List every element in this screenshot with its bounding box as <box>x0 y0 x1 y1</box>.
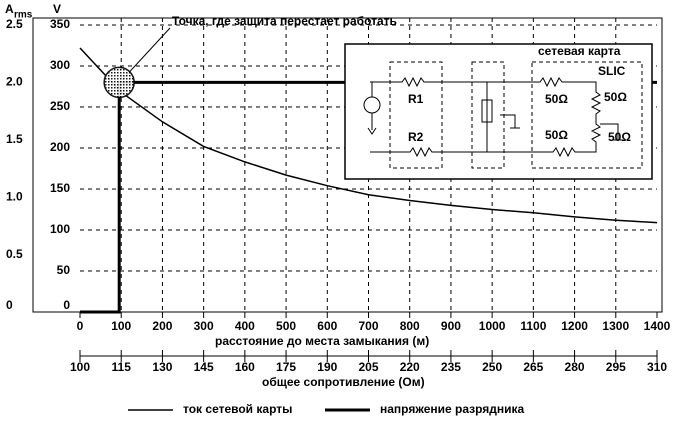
legend-label: напряжение разрядника <box>380 402 525 416</box>
x-tick-label: 600 <box>317 319 337 333</box>
inset-box <box>531 61 643 169</box>
x-tick-label: 1300 <box>602 319 629 333</box>
x2-tick-label: 280 <box>565 360 585 374</box>
y-tick-label: 0 <box>63 298 70 312</box>
inset-resistor-label: 50Ω <box>608 130 631 144</box>
x2-tick-label: 310 <box>647 360 667 374</box>
x-tick-label: 800 <box>400 319 420 333</box>
x-tick-label: 500 <box>276 319 296 333</box>
x2-tick-label: 145 <box>194 360 214 374</box>
x-tick-label: 1000 <box>479 319 506 333</box>
y-tick-label: 50 <box>57 263 71 277</box>
inset-resistor-label: 50Ω <box>545 128 568 142</box>
inset-r2: R2 <box>408 130 424 144</box>
y-tick-label: 250 <box>50 99 70 113</box>
series-line <box>79 47 658 224</box>
x-tick-label: 300 <box>194 319 214 333</box>
x-tick-label: 200 <box>152 319 172 333</box>
x2-tick-label: 295 <box>606 360 626 374</box>
x2-tick-label: 115 <box>112 360 132 374</box>
y2-axis-label-sub: rms <box>14 10 33 21</box>
annotation: Точка, где защита перестает работать <box>172 14 397 28</box>
x2-tick-label: 160 <box>235 360 255 374</box>
x-axis-label: расстояние до места замыкания (м) <box>215 334 429 348</box>
inset-r1: R1 <box>408 92 424 106</box>
x-tick-label: 700 <box>358 319 378 333</box>
x-tick-label: 400 <box>235 319 255 333</box>
y2-tick-label: 0 <box>6 298 13 312</box>
y-tick-label: 300 <box>50 58 70 72</box>
inset-title: сетевая карта <box>538 44 621 58</box>
legend-label: ток сетевой карты <box>183 402 292 416</box>
y2-tick-label: 1.5 <box>6 132 23 146</box>
x-tick-label: 1200 <box>561 319 588 333</box>
y-axis-label: V <box>53 2 61 16</box>
x2-tick-label: 265 <box>523 360 543 374</box>
inset-diagram: сетевая карта SLIC R1 R2 50Ω 50Ω 50Ω 50Ω <box>344 43 653 180</box>
inset-wire <box>370 76 602 158</box>
x-tick-label: 0 <box>77 319 84 333</box>
inset-box <box>389 61 443 169</box>
x2-tick-label: 190 <box>317 360 337 374</box>
x2-tick-label: 130 <box>152 360 172 374</box>
x-tick-label: 900 <box>441 319 461 333</box>
inset-chip: SLIC <box>598 64 626 78</box>
y-tick-label: 200 <box>50 140 70 154</box>
x2-tick-label: 100 <box>70 360 90 374</box>
x2-tick-label: 205 <box>358 360 378 374</box>
x2-tick-label: 250 <box>482 360 502 374</box>
y-tick-label: 350 <box>50 17 70 31</box>
x-tick-label: 1400 <box>644 319 671 333</box>
y2-tick-label: 2.5 <box>6 17 23 31</box>
inset-arrester <box>481 99 493 123</box>
x-tick-label: 100 <box>111 319 131 333</box>
failure-point-marker <box>103 66 135 99</box>
y2-tick-label: 1.0 <box>6 189 23 203</box>
y-tick-label: 100 <box>50 222 70 236</box>
x2-tick-label: 175 <box>276 360 296 374</box>
x-tick-label: 1100 <box>520 319 546 333</box>
plot-frame <box>32 17 663 313</box>
inset-resistor-label: 50Ω <box>604 90 627 104</box>
x2-tick-label: 235 <box>441 360 461 374</box>
y-tick-label: 150 <box>50 181 70 195</box>
inset-frame <box>344 43 653 180</box>
y2-tick-label: 0.5 <box>6 247 23 261</box>
y2-tick-label: 2.0 <box>6 75 23 89</box>
x2-axis-label: общее сопротивление (Ом) <box>262 375 425 389</box>
x2-tick-label: 220 <box>400 360 420 374</box>
inset-resistor-label: 50Ω <box>545 92 568 106</box>
y2-axis-label: A <box>5 2 14 16</box>
